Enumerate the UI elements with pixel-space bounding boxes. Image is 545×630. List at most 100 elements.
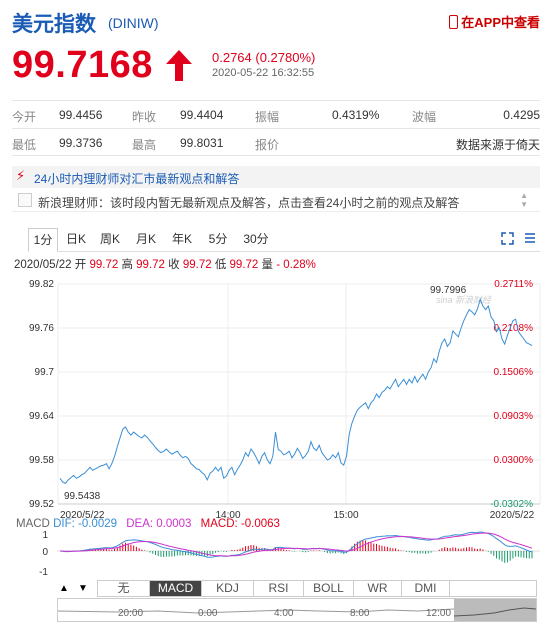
tab-5min[interactable]: 5分	[208, 232, 228, 246]
quote-timestamp: 2020-05-22 16:32:55	[212, 67, 315, 79]
lightning-icon: ⚡	[16, 168, 26, 183]
ohlc-volume-label: 量	[261, 259, 274, 271]
stat-value-amplitude: 0.4319%	[332, 108, 380, 122]
advisor-avatar	[18, 193, 32, 207]
menu-icon[interactable]	[524, 232, 536, 244]
stat-label-amplitude: 振幅	[255, 110, 280, 124]
symbol-code: (DINIW)	[108, 15, 159, 31]
stat-value-prev-close: 99.4404	[180, 108, 224, 122]
time-range-slider[interactable]: 20:00 0:00 4:00 8:00 12:00	[57, 598, 537, 622]
open-in-app-link[interactable]: 在APP中查看	[449, 12, 540, 31]
ohlc-low-label: 低	[214, 259, 227, 271]
ohlc-high: 99.72	[136, 259, 165, 271]
ohlc-open: 99.72	[89, 259, 119, 271]
pct-tick-label: 0.2108%	[494, 323, 534, 334]
dea-label: DEA:	[126, 518, 154, 530]
timeline-label: 0:00	[198, 608, 218, 619]
tab-weekly-k[interactable]: 周K	[99, 232, 120, 246]
ohlc-open-label: 开	[74, 259, 87, 271]
y-tick-label: 99.7	[35, 367, 55, 378]
tab-daily-k[interactable]: 日K	[65, 232, 86, 246]
x-tick-label: 2020/5/22	[490, 510, 535, 521]
ohlc-high-label: 高	[121, 259, 133, 271]
y-tick-label: 99.52	[29, 499, 54, 510]
indicator-tabs: 无 MACD KDJ RSI BOLL WR DMI	[97, 580, 537, 597]
timeline-window-handle[interactable]	[453, 599, 537, 621]
advisor-news-header[interactable]: ⚡ 24小时内理财师对汇市最新观点和解答	[12, 166, 540, 188]
tab-indicator-dmi[interactable]: DMI	[402, 581, 450, 596]
tab-indicator-macd[interactable]: MACD	[150, 581, 202, 596]
price-line	[59, 297, 533, 485]
chart-watermark: sina 新浪财经	[436, 295, 492, 305]
y-tick-label: 99.58	[29, 455, 54, 466]
macd-chart: 1 0 -1	[39, 530, 540, 578]
fullscreen-icon[interactable]	[501, 232, 514, 245]
stat-label-quote: 报价	[255, 138, 280, 152]
scroll-arrows-icon[interactable]: ▲ ▼	[520, 191, 528, 209]
period-tabs: 1分 日K 周K 月K 年K 5分 30分	[28, 228, 540, 252]
dif-value: -0.0029	[78, 518, 118, 530]
stat-label-low: 最低	[12, 138, 37, 152]
ohlc-date: 2020/05/22	[14, 259, 72, 271]
x-tick-label: 15:00	[333, 510, 358, 521]
timeline-overview-line	[58, 608, 455, 614]
stats-table: 今开 99.4456 昨收 99.4404 振幅 0.4319% 波幅 0.42…	[12, 100, 540, 156]
macd-ytick: -1	[39, 567, 48, 578]
y-tick-label: 99.82	[29, 279, 54, 290]
timeline-label: 12:00	[426, 608, 452, 619]
stat-label-range: 波幅	[412, 110, 437, 124]
stats-row: 今开 99.4456 昨收 99.4404 振幅 0.4319% 波幅 0.42…	[12, 100, 540, 128]
header: 美元指数 (DINIW) 在APP中查看	[12, 6, 540, 36]
pct-tick-label: 0.0300%	[494, 455, 534, 466]
pct-tick-label: 0.0903%	[494, 411, 534, 422]
indicator-up-button[interactable]: ▲	[59, 583, 69, 594]
stat-label-open: 今开	[12, 110, 37, 124]
x-tick-label: 2020/5/22	[60, 510, 105, 521]
stat-label-prev-close: 昨收	[132, 110, 157, 124]
tab-indicator-kdj[interactable]: KDJ	[202, 581, 254, 596]
ohlc-close-label: 收	[168, 259, 180, 271]
macd-legend: MACD DIF: -0.0029 DEA: 0.0003 MACD: -0.0…	[16, 518, 280, 530]
tab-30min[interactable]: 30分	[243, 232, 269, 246]
pct-tick-label: -0.0302%	[490, 499, 533, 510]
timeline-label: 8:00	[350, 608, 370, 619]
dea-line	[59, 532, 533, 557]
quote-panel: 99.7168 0.2764 (0.2780%) 2020-05-22 16:3…	[12, 44, 540, 88]
macd-title: MACD	[16, 518, 50, 530]
x-tick-label: 14:00	[215, 510, 240, 521]
dif-label: DIF:	[53, 518, 75, 530]
tab-monthly-k[interactable]: 月K	[135, 232, 156, 246]
macd-ytick: 0	[42, 547, 48, 558]
pct-tick-label: 0.2711%	[494, 279, 533, 290]
stats-row: 最低 99.3736 最高 99.8031 报价 数据来源于倚天	[12, 128, 540, 156]
tab-1min[interactable]: 1分	[28, 228, 58, 252]
stat-value-data-source: 数据来源于倚天	[455, 138, 540, 152]
pct-tick-label: 0.1506%	[494, 367, 534, 378]
advisor-news-heading: 24小时内理财师对汇市最新观点和解答	[34, 172, 240, 186]
tab-indicator-boll[interactable]: BOLL	[304, 581, 354, 596]
tab-indicator-none[interactable]: 无	[98, 581, 150, 596]
macd-value: -0.0063	[240, 518, 280, 530]
macd-ytick: 1	[42, 530, 48, 541]
stat-value-low: 99.3736	[59, 136, 103, 150]
stat-value-high: 99.8031	[180, 136, 224, 150]
indicator-down-button[interactable]: ▼	[78, 583, 88, 594]
tab-indicator-rsi[interactable]: RSI	[254, 581, 304, 596]
tab-yearly-k[interactable]: 年K	[171, 232, 192, 246]
intraday-chart[interactable]: 99.82 99.76 99.7 99.64 99.58 99.52 0.2711% 0.2…	[0, 270, 545, 525]
stat-label-high: 最高	[132, 138, 157, 152]
price-change: 0.2764 (0.2780%)	[212, 50, 316, 65]
high-annotation: 99.7996	[430, 285, 467, 296]
stat-value-range: 0.4295	[503, 108, 540, 122]
ohlc-close: 99.72	[182, 259, 212, 271]
timeline-label: 4:00	[274, 608, 294, 619]
current-price: 99.7168	[12, 44, 153, 86]
y-tick-label: 99.64	[29, 411, 54, 422]
tab-indicator-wr[interactable]: WR	[354, 581, 402, 596]
macd-value-label: MACD:	[200, 518, 238, 530]
advisor-news-item[interactable]: 新浪理财师：该时段内暂无最新观点及解答，点击查看24小时之前的观点及解答 ▲ ▼	[12, 190, 540, 212]
advisor-news-text: 新浪理财师：该时段内暂无最新观点及解答，点击查看24小时之前的观点及解答	[38, 196, 460, 210]
dea-value: 0.0003	[156, 518, 192, 530]
page-title: 美元指数	[12, 13, 96, 36]
stat-value-open: 99.4456	[59, 108, 103, 122]
